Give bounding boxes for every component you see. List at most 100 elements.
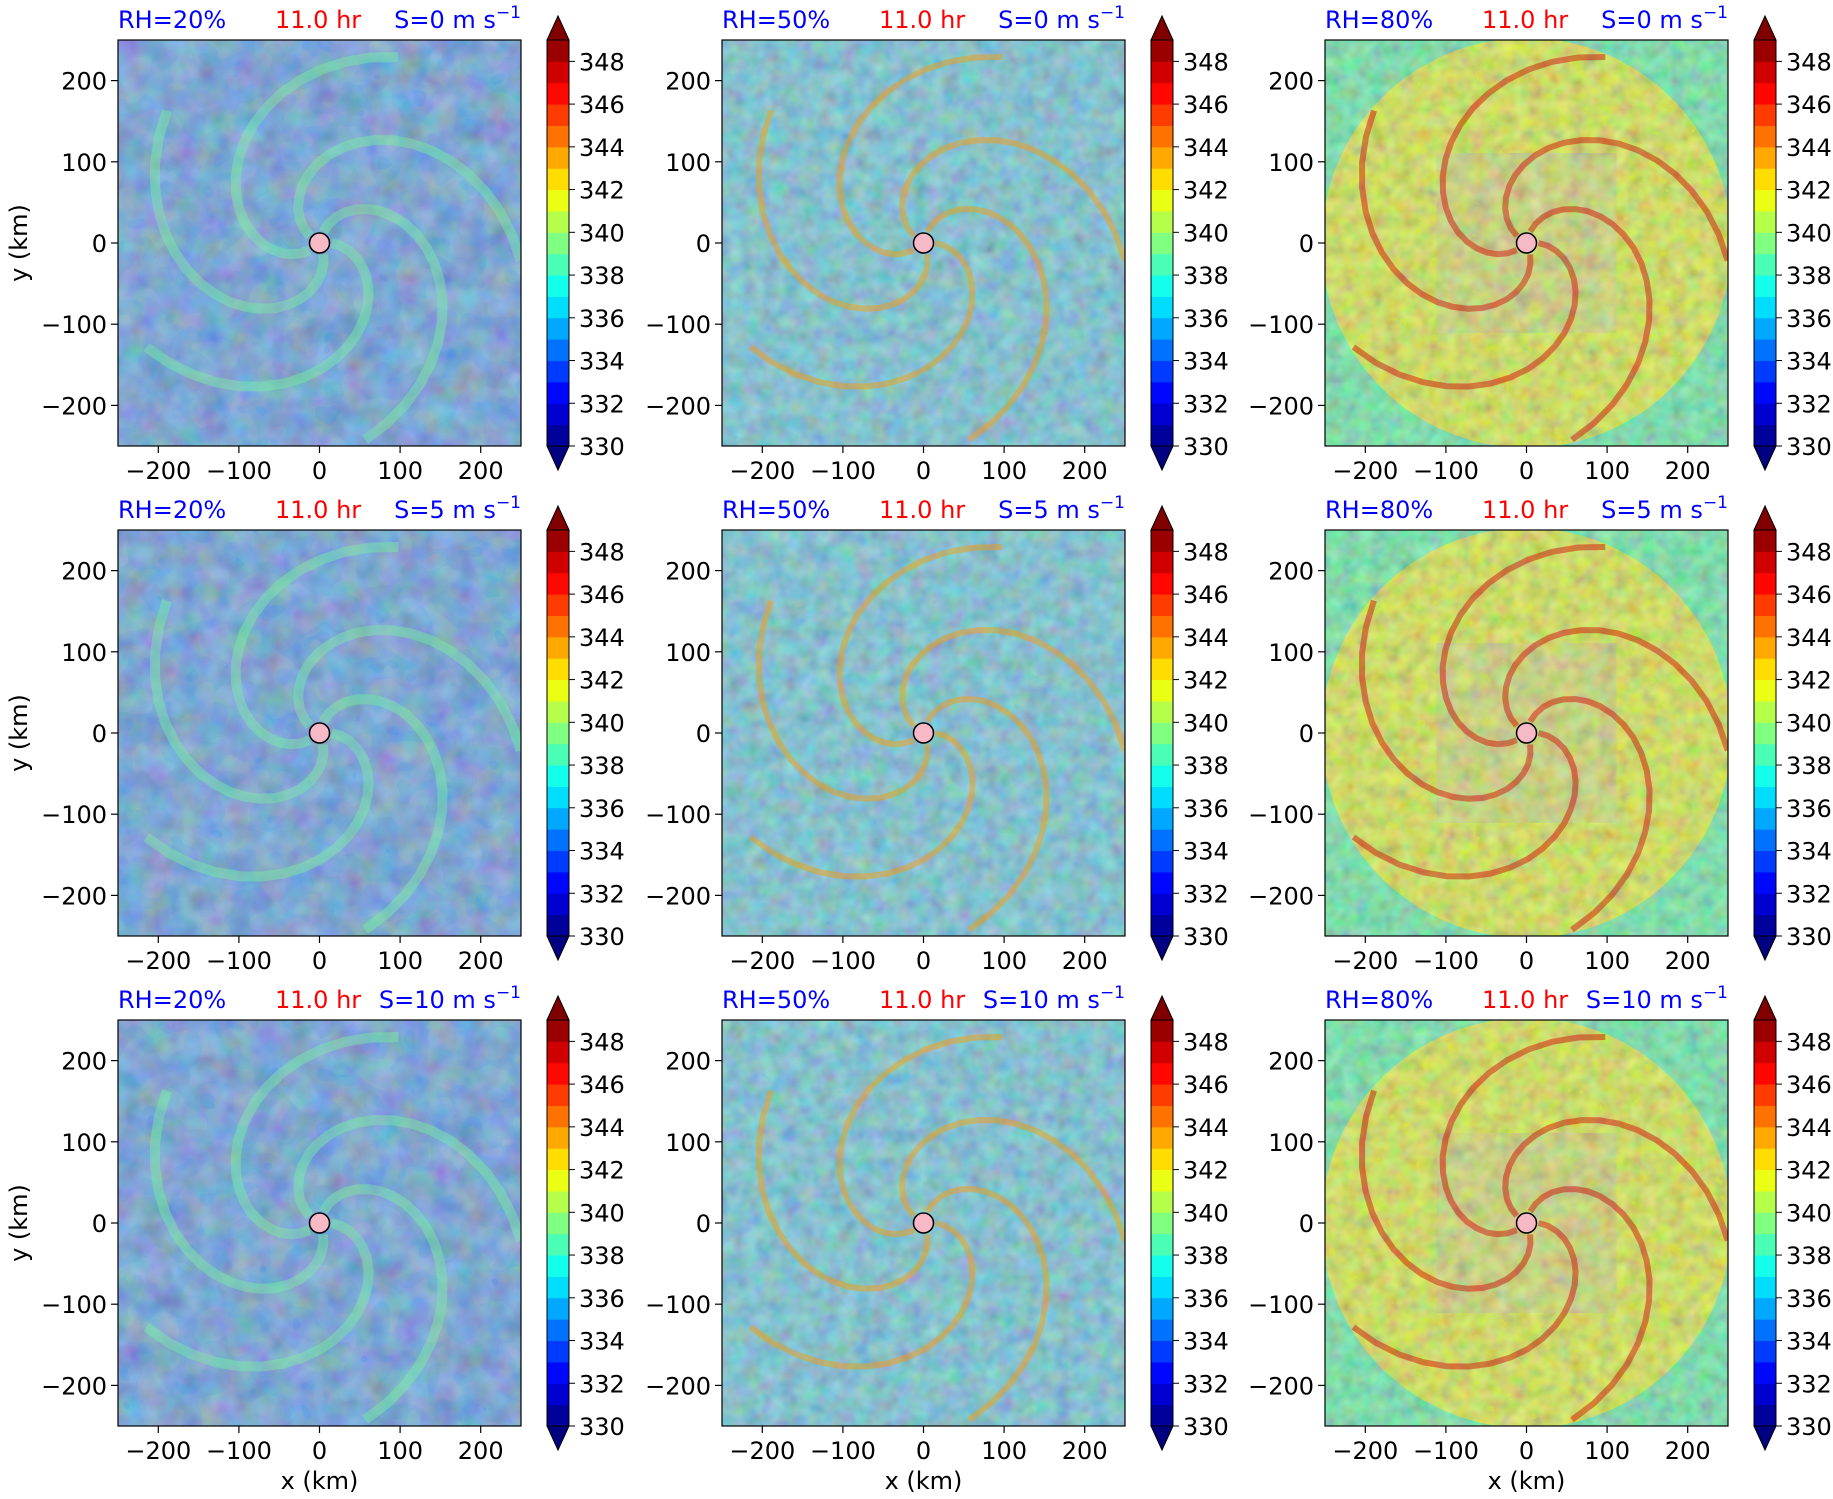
y-tick-label: 0 (696, 230, 711, 258)
colorbar-tick-label: 342 (1183, 667, 1229, 695)
x-tick-label: 100 (377, 1437, 423, 1465)
colorbar-extend-min (1150, 935, 1174, 962)
colorbar-extend-max (546, 504, 570, 531)
y-tick-label: −200 (645, 1372, 711, 1400)
panel-7: −200 −100 0 100 200 200 100 0 −100 −200 RH=20% 11.0… (5, 983, 625, 1495)
colorbar-level (1754, 765, 1776, 787)
colorbar: 348 346 344 342 340 338 336 334 332 330 (1753, 994, 1832, 1452)
colorbar-level (547, 786, 569, 809)
colorbar-tick-label: 330 (579, 1413, 625, 1441)
y-tick-label: −200 (41, 882, 107, 910)
colorbar-level (1151, 403, 1173, 426)
colorbar-level (1754, 572, 1776, 595)
colorbar-level (1151, 317, 1173, 340)
colorbar-level (547, 530, 569, 552)
colorbar: 348 346 344 342 340 338 336 334 332 330 (1150, 14, 1229, 472)
colorbar-level (547, 722, 569, 745)
colorbar-tick-label: 334 (1786, 348, 1832, 376)
colorbar-tick-label: 334 (1183, 1328, 1229, 1356)
colorbar-level (1151, 1361, 1173, 1384)
colorbar-level (1754, 125, 1776, 148)
colorbar-tick-label: 330 (1183, 923, 1229, 951)
x-tick-label: 0 (312, 947, 327, 975)
colorbar-level (1151, 61, 1173, 84)
colorbar-tick-label: 334 (1786, 838, 1832, 866)
y-tick-label: −100 (41, 801, 107, 829)
colorbar-level (1151, 1041, 1173, 1064)
y-tick-label: 200 (61, 1048, 107, 1076)
colorbar-level (1151, 296, 1173, 319)
colorbar-level (1754, 743, 1776, 766)
colorbar-tick-label: 348 (1183, 538, 1229, 566)
center-marker (1515, 232, 1538, 254)
center-marker (1515, 722, 1538, 744)
colorbar-tick-label: 332 (579, 390, 625, 418)
colorbar-level (1754, 1255, 1776, 1277)
colorbar-level (547, 1190, 569, 1213)
x-tick-label: −100 (810, 457, 876, 485)
colorbar-level (1151, 530, 1173, 552)
y-tick-label: −100 (645, 311, 711, 339)
colorbar-extend-min (1753, 445, 1777, 472)
panel-title-shear: S=5 m s−1 (998, 493, 1125, 524)
y-tick-label: 200 (665, 1048, 711, 1076)
colorbar-level (1151, 594, 1173, 616)
colorbar-tick-label: 342 (579, 1157, 625, 1185)
colorbar-level (1754, 403, 1776, 426)
colorbar-tick-label: 334 (1183, 838, 1229, 866)
y-tick-label: −100 (645, 1291, 711, 1319)
colorbar-level (1754, 232, 1776, 255)
colorbar-tick-label: 342 (1786, 177, 1832, 205)
y-tick-label: 0 (1299, 1210, 1314, 1238)
colorbar-level (1151, 104, 1173, 126)
y-tick-label: 100 (665, 1129, 711, 1157)
colorbar-level (1754, 850, 1776, 873)
y-tick-label: 200 (1268, 558, 1314, 586)
colorbar-level (1151, 1062, 1173, 1085)
colorbar-level (1754, 1212, 1776, 1235)
x-tick-label: 0 (916, 947, 931, 975)
colorbar-level (1151, 1105, 1173, 1128)
colorbar-level (1754, 1190, 1776, 1213)
colorbar-level (1151, 572, 1173, 595)
y-tick-label: 0 (696, 720, 711, 748)
y-tick-label: 100 (1268, 639, 1314, 667)
colorbar-level (1754, 296, 1776, 319)
colorbar-tick-label: 344 (1183, 134, 1229, 162)
colorbar-level (547, 403, 569, 426)
colorbar-tick-label: 346 (1183, 91, 1229, 119)
colorbar-tick-label: 346 (1183, 581, 1229, 609)
colorbar-tick-label: 344 (1183, 624, 1229, 652)
colorbar-level (1151, 1255, 1173, 1277)
y-tick-label: −100 (1248, 311, 1314, 339)
colorbar-extend-max (1753, 504, 1777, 531)
y-tick-label: 200 (61, 558, 107, 586)
colorbar-level (547, 658, 569, 681)
colorbar-level (1754, 1340, 1776, 1363)
colorbar-level (547, 232, 569, 255)
colorbar-extend-min (1753, 1425, 1777, 1452)
colorbar-tick-label: 332 (579, 880, 625, 908)
colorbar-level (547, 1062, 569, 1085)
colorbar-tick-label: 330 (1183, 1413, 1229, 1441)
x-axis-label: x (km) (281, 1467, 359, 1495)
panel-title-rh: RH=80% (1325, 496, 1433, 524)
y-tick-label: 200 (61, 68, 107, 96)
colorbar-level (547, 296, 569, 319)
colorbar-level (547, 807, 569, 830)
colorbar-tick-label: 336 (1786, 795, 1832, 823)
colorbar-tick-label: 332 (1183, 390, 1229, 418)
colorbar-tick-label: 346 (1786, 1071, 1832, 1099)
panel-2: −200 −100 0 100 200 200 100 0 −100 −200 RH=50% 11.0… (645, 3, 1229, 485)
center-marker (1515, 1212, 1538, 1234)
colorbar-extend-max (546, 994, 570, 1021)
colorbar-level (1151, 1340, 1173, 1363)
colorbar-level (1754, 360, 1776, 383)
colorbar-level (1754, 1169, 1776, 1192)
colorbar-level (1754, 189, 1776, 212)
x-tick-label: 100 (1584, 947, 1630, 975)
colorbar-level (547, 61, 569, 84)
colorbar-level (1151, 360, 1173, 383)
colorbar-tick-label: 338 (579, 262, 625, 290)
colorbar-level (1754, 914, 1776, 937)
